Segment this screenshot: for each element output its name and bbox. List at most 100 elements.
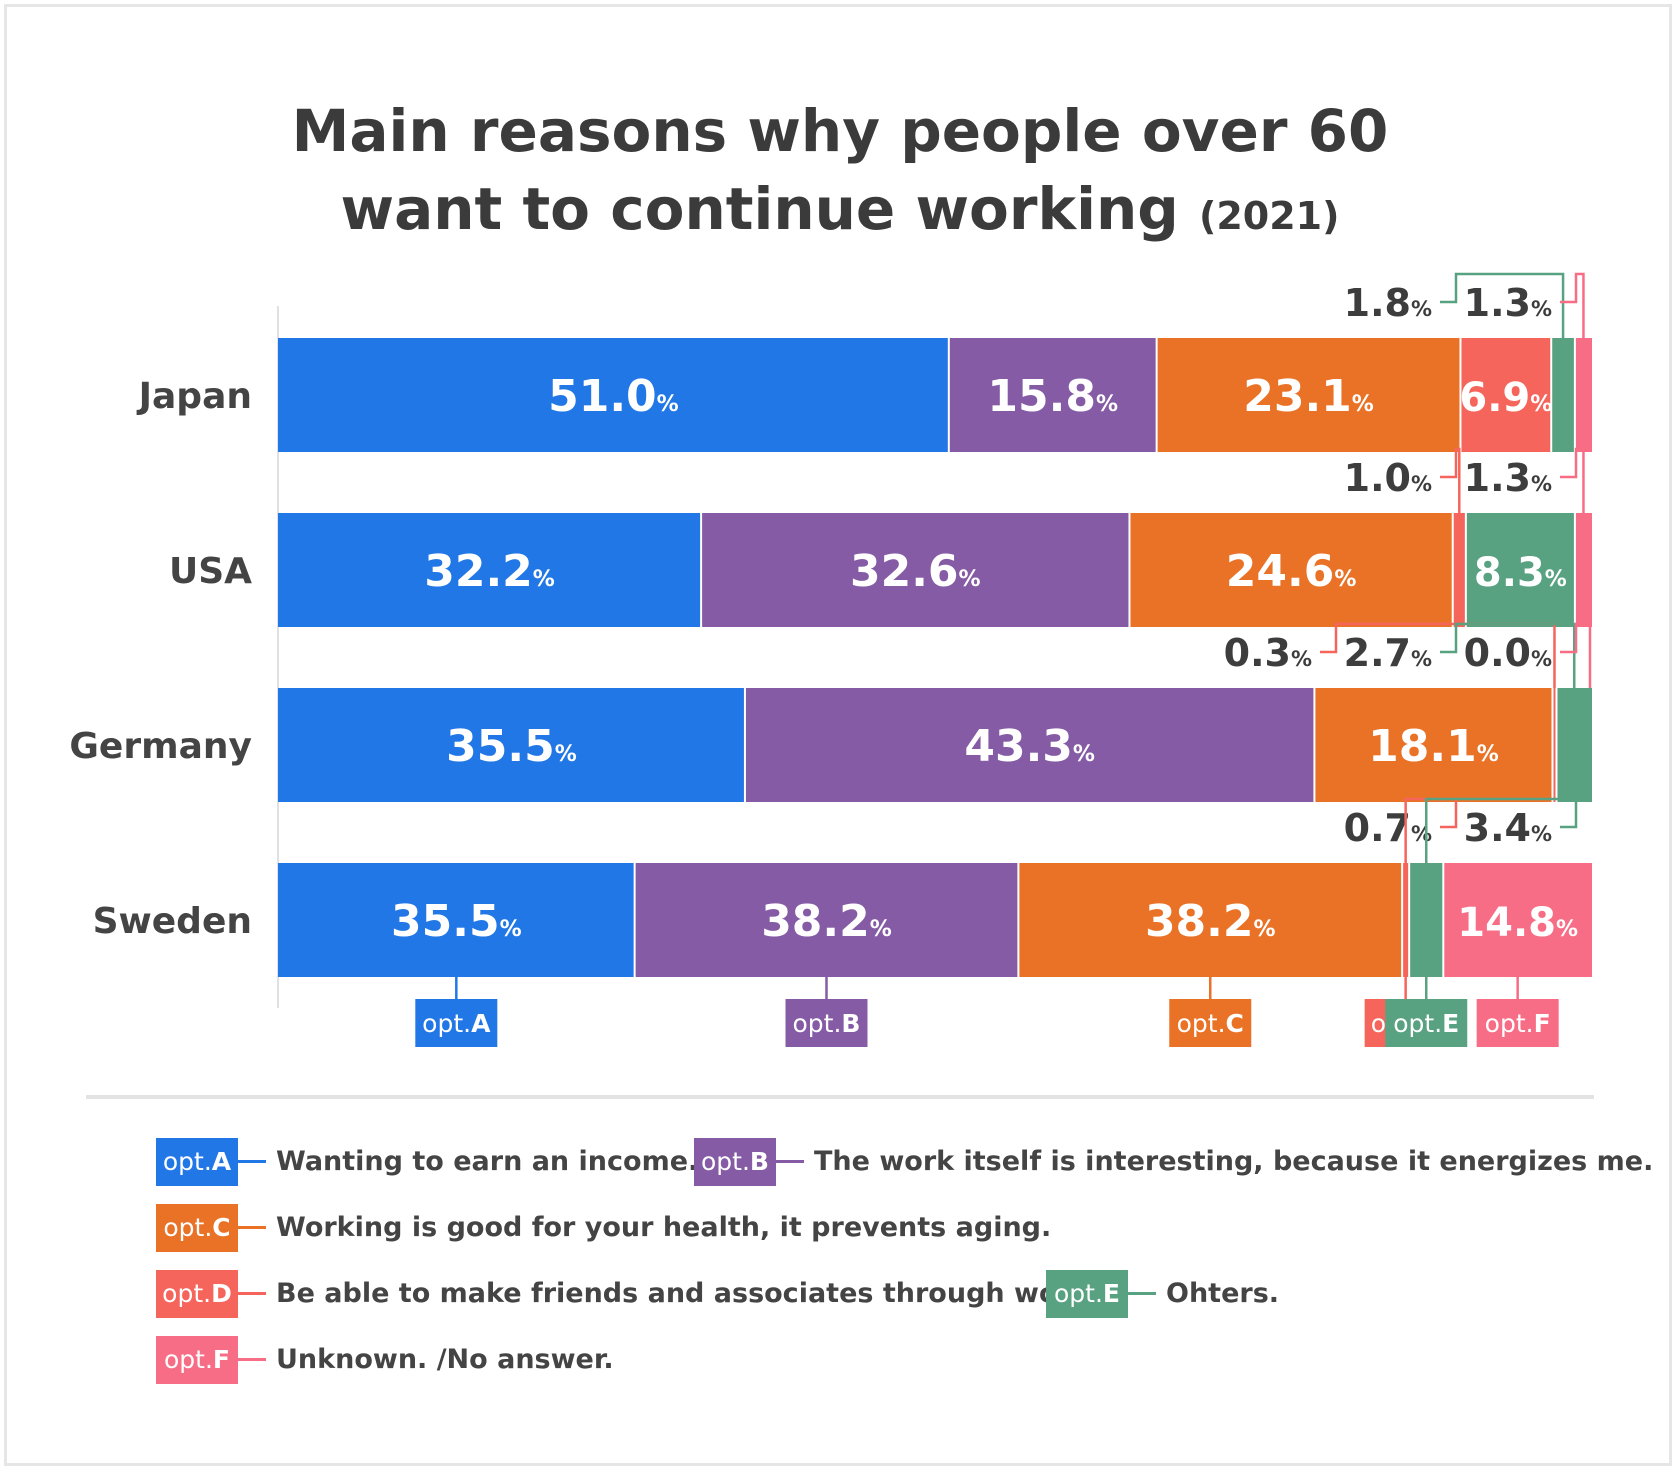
bar-segment-f [1574,338,1592,452]
legend-description: Unknown. /No answer. [276,1344,614,1375]
bar-segment-a [278,513,702,627]
segment-separator [1128,513,1131,627]
segment-separator [1573,338,1576,452]
legend-badge: opt.B [694,1138,776,1186]
bar-segment-b [701,513,1130,627]
bar-segment-b [948,338,1157,452]
segment-separator [1401,863,1404,977]
callout-value-label: 0.3% [1224,631,1312,675]
bar-value-label: 14.8% [1457,900,1578,946]
bar-value-label: 35.5% [446,721,577,772]
callout-value-label: 1.3% [1464,281,1552,325]
bar-segment-e [1409,863,1444,977]
bar-segment-b [634,863,1019,977]
segment-separator [1313,688,1316,802]
legend-item-c: opt.C Working is good for your health, it… [156,1204,1056,1252]
segment-separator [1408,863,1411,977]
bar-value-label: 6.9% [1459,375,1552,421]
callout-leader-line [1440,622,1576,688]
bar-value-label: 8.3% [1474,550,1567,596]
legend-item-b: opt.B The work itself is interesting, bec… [694,1138,1653,1186]
option-badge-b [785,999,868,1047]
chart-title-line-2-text: want to continue working [340,175,1179,243]
legend-item-e: opt.E Ohters. [1046,1270,1680,1318]
segment-separator [743,688,746,802]
bar-value-label: 51.0% [548,371,679,422]
bar-value-label: 18.1% [1368,721,1499,772]
bar-segment-c [1018,863,1403,977]
callout-leader-line [1424,797,1578,863]
chart-title-year: (2021) [1198,194,1340,238]
bar-value-label: 15.8% [987,371,1118,422]
segment-separator [947,338,950,452]
bar-segment-a [278,688,745,802]
option-badge-label: opt.E [1393,1009,1459,1038]
bar-segment-c [1129,513,1453,627]
legend-description: Ohters. [1166,1278,1280,1309]
legend-connector [238,1160,266,1163]
legend-description: Wanting to earn an income. [276,1146,699,1177]
callout-value-label: 1.0% [1344,456,1432,500]
category-label: Japan [136,376,252,417]
bar-segment-d [1452,513,1466,627]
category-label: USA [169,551,252,592]
chart-title-line-1: Main reasons why people over 60 [291,97,1389,165]
stacked-bar-chart: Japan 51.0% 15.8% 23.1% 6.9% 1.8% 1.3% USA 32.2%… [69,272,1592,1047]
callout-leader-line [1440,272,1565,338]
option-badge-label: opt.B [793,1009,861,1038]
option-badge-a [415,999,498,1047]
legend-badge: opt.E [1046,1270,1128,1318]
segment-separator [1573,513,1576,627]
legend-description: Be able to make friends and associates t… [276,1278,1100,1309]
bar-segment-e [1465,513,1575,627]
callout-leader-line [1560,272,1585,338]
legend-badge: opt.A [156,1138,238,1186]
segment-separator [1551,688,1554,802]
segment-separator [1464,513,1467,627]
segment-separator [1155,338,1158,452]
bar-value-label: 23.1% [1243,371,1374,422]
option-badge-c [1169,999,1252,1047]
callout-value-label: 1.8% [1344,281,1432,325]
legend-connector [238,1358,266,1361]
legend-connector [1128,1292,1156,1295]
bar-segment-f [1443,863,1592,977]
segment-separator [1550,338,1553,452]
bar-segment-c [1156,338,1461,452]
legend-connector [238,1292,266,1295]
bar-value-label: 38.2% [1145,896,1276,947]
legend-description: The work itself is interesting, because … [814,1146,1654,1177]
legend-connector [238,1226,266,1229]
chart-title-line-2: want to continue working (2021) [0,170,1680,255]
bar-segment-e [1556,688,1592,802]
bar-value-label: 32.2% [424,546,555,597]
callout-leader-line [1320,622,1556,688]
bar-segment-c [1314,688,1553,802]
category-label: Sweden [93,901,252,942]
bar-segment-e [1551,338,1575,452]
bar-segment-d [1552,688,1557,802]
legend-connector [776,1160,804,1163]
legend-description: Working is good for your health, it prev… [276,1212,1052,1243]
bar-value-label: 38.2% [761,896,892,947]
callout-value-label: 0.7% [1344,806,1432,850]
callout-value-label: 1.3% [1464,456,1552,500]
option-badge-f [1476,999,1559,1047]
option-badge-label: opt.A [422,1009,491,1038]
segment-separator [1017,863,1020,977]
bar-segment-a [278,863,635,977]
legend-item-a: opt.A Wanting to earn an income. [156,1138,1056,1186]
segment-separator [700,513,703,627]
category-label: Germany [69,726,252,767]
segment-separator [633,863,636,977]
segment-separator [1459,338,1462,452]
legend-badge: opt.C [156,1204,238,1252]
bar-segment-a [278,338,949,452]
callout-leader-line [1560,447,1585,513]
callout-value-label: 3.4% [1464,806,1552,850]
callout-value-label: 0.0% [1464,631,1552,675]
bar-segment-f [1574,513,1592,627]
option-badge-e [1385,999,1468,1047]
legend-item-d: opt.D Be able to make friends and associa… [156,1270,1099,1318]
bar-segment-b [744,688,1315,802]
